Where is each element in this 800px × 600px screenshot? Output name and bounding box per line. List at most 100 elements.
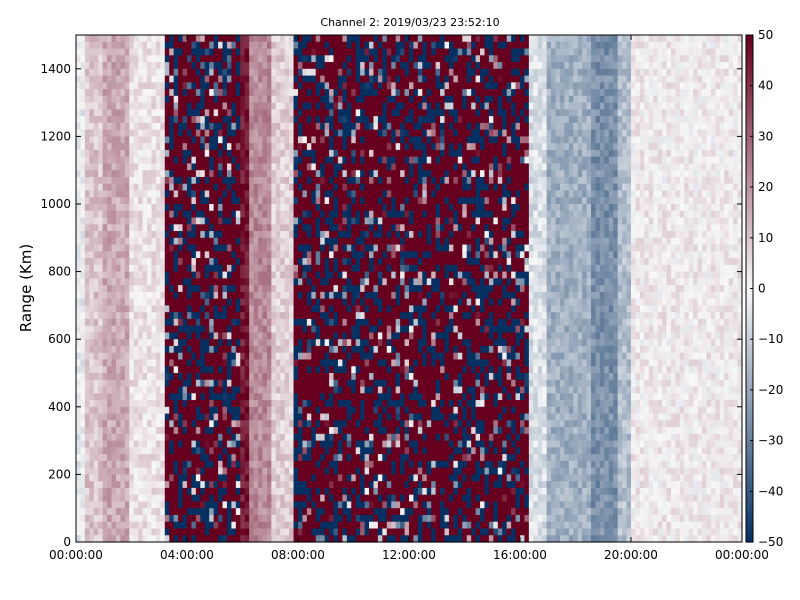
heatmap-cell [342,251,348,259]
heatmap-cell [200,82,206,90]
heatmap-cell [115,143,121,151]
heatmap-cell [98,467,104,475]
heatmap-cell [182,298,188,306]
heatmap-cell [213,264,219,273]
heatmap-cell [244,129,250,137]
heatmap-cell [337,298,343,306]
heatmap-cell [298,55,304,63]
heatmap-cell [258,433,264,442]
heatmap-cell [151,528,157,536]
heatmap-cell [204,332,210,340]
heatmap-cell [249,116,255,124]
heatmap-cell [315,420,321,428]
heatmap-cell [342,176,348,185]
heatmap-cell [155,427,161,435]
heatmap-cell [266,190,272,198]
heatmap-cell [182,474,188,482]
heatmap-cell [302,143,308,151]
heatmap-cell [173,75,179,83]
heatmap-cell [289,379,295,388]
heatmap-cell [249,89,255,97]
heatmap-cell [364,386,370,394]
heatmap-cell [124,514,130,523]
heatmap-cell [333,129,339,137]
heatmap-cell [173,454,179,462]
heatmap-cell [102,386,108,394]
heatmap-cell [98,35,104,43]
heatmap-cell [271,258,277,266]
heatmap-cell [266,75,272,83]
heatmap-cell [218,406,224,415]
heatmap-cell [342,379,348,388]
heatmap-cell [306,68,312,77]
heatmap-cell [115,264,121,273]
heatmap-cell [244,528,250,536]
heatmap-cell [320,204,326,212]
heatmap-cell [364,406,370,415]
heatmap-cell [151,406,157,415]
heatmap-cell [333,440,339,448]
heatmap-cell [298,339,304,347]
heatmap-cell [124,258,130,266]
heatmap-cell [226,373,232,381]
heatmap-cell [89,285,95,293]
heatmap-cell [187,427,193,435]
heatmap-cell [178,433,184,442]
heatmap-cell [218,197,224,205]
heatmap-cell [240,264,246,273]
heatmap-cell [98,427,104,435]
heatmap-cell [364,285,370,293]
heatmap-cell [142,149,148,158]
heatmap-cell [226,359,232,367]
heatmap-cell [151,535,157,543]
heatmap-cell [164,467,170,475]
heatmap-cell [266,210,272,219]
heatmap-cell [178,291,184,300]
heatmap-cell [351,318,357,327]
heatmap-cell [142,136,148,144]
heatmap-cell [151,514,157,523]
heatmap-cell [76,35,82,43]
heatmap-cell [289,217,295,225]
heatmap-cell [320,237,326,246]
heatmap-cell [147,420,153,428]
heatmap-cell [311,41,317,50]
heatmap-cell [93,190,99,198]
heatmap-cell [337,467,343,475]
heatmap-cell [298,183,304,192]
heatmap-cell [120,487,126,496]
heatmap-cell [302,291,308,300]
heatmap-cell [93,508,99,516]
heatmap-cell [289,95,295,104]
heatmap-cell [169,332,175,340]
heatmap-cell [89,345,95,354]
heatmap-cell [98,75,104,83]
heatmap-cell [360,460,366,469]
heatmap-cell [271,183,277,192]
heatmap-cell [76,514,82,523]
heatmap-cell [89,62,95,70]
heatmap-cell [289,508,295,516]
heatmap-cell [187,325,193,334]
heatmap-cell [178,231,184,239]
heatmap-cell [249,156,255,165]
heatmap-cell [222,447,228,455]
heatmap-cell [342,393,348,401]
heatmap-cell [178,454,184,462]
heatmap-cell [315,386,321,394]
heatmap-cell [320,210,326,219]
heatmap-cell [280,359,286,367]
heatmap-cell [133,460,139,469]
heatmap-cell [324,386,330,394]
heatmap-cell [235,521,241,530]
heatmap-cell [360,305,366,313]
heatmap-cell [266,129,272,137]
heatmap-cell [98,460,104,469]
heatmap-cell [191,244,197,252]
heatmap-cell [311,393,317,401]
heatmap-cell [151,427,157,435]
heatmap-cell [231,75,237,83]
heatmap-cell [115,420,121,428]
heatmap-cell [342,41,348,50]
heatmap-cell [271,332,277,340]
